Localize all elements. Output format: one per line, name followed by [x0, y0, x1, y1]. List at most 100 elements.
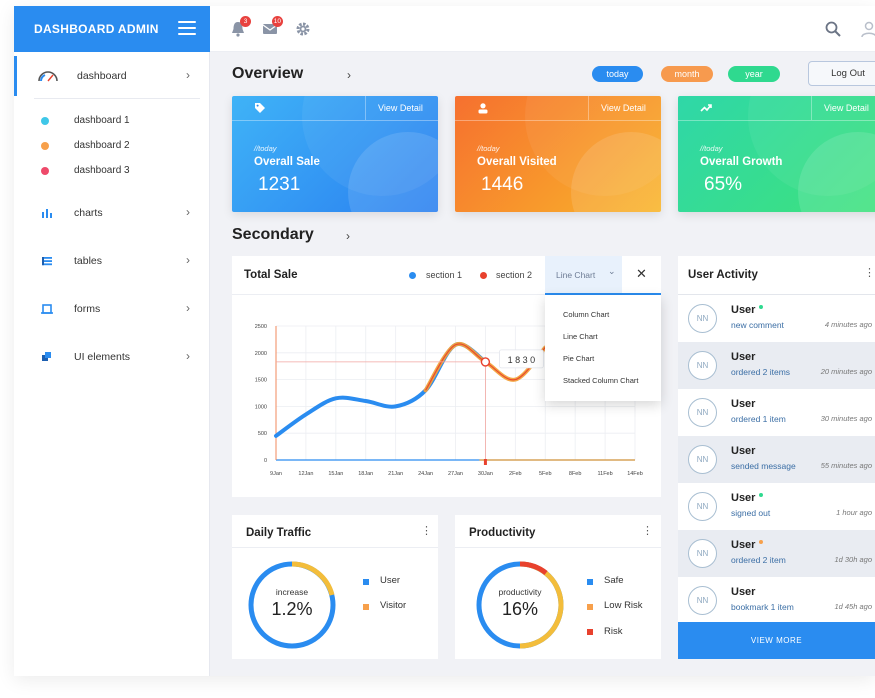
view-detail-link[interactable]: View Detail	[824, 103, 869, 113]
stat-name: Overall Sale	[254, 156, 320, 168]
chevron-right-icon: ›	[186, 349, 190, 363]
sidebar-subitem-dashboard-1[interactable]: dashboard 1	[14, 110, 210, 132]
legend-marker-user	[363, 579, 369, 585]
notifications-badge: 3	[240, 16, 251, 27]
donut-center-value: 1.2%	[271, 599, 313, 619]
y-tick-label: 1500	[255, 378, 267, 384]
legend-marker-safe	[587, 579, 593, 585]
stat-caption: //today	[477, 144, 500, 153]
dropdown-option-column-chart[interactable]: Column Chart	[563, 310, 610, 319]
dropdown-option-pie-chart[interactable]: Pie Chart	[563, 354, 595, 363]
sidebar-item-dashboard[interactable]: dashboard ›	[14, 56, 210, 96]
messages-envelope-icon[interactable]: 10	[261, 16, 283, 38]
stat-card-overall-growth[interactable]: View Detail //today Overall Growth 65%	[678, 96, 875, 212]
chevron-right-icon[interactable]: ›	[346, 229, 350, 243]
series-line-section-1	[274, 342, 488, 438]
status-dot-icon	[759, 493, 763, 497]
gear-icon[interactable]	[294, 20, 312, 38]
brand-bar: DASHBOARD ADMIN	[14, 6, 210, 52]
legend-label: Safe	[604, 575, 624, 586]
dropdown-option-line-chart[interactable]: Line Chart	[563, 332, 598, 341]
x-tick-label: 12Jan	[298, 471, 313, 477]
sidebar-item-label: charts	[74, 207, 103, 219]
y-tick-label: 0	[264, 458, 267, 464]
stat-card-overall-visited[interactable]: View Detail //today Overall Visited 1446	[455, 96, 661, 212]
overview-title: Overview	[232, 65, 304, 82]
sidebar-item-label: forms	[74, 303, 101, 315]
user-avatar-icon[interactable]	[860, 20, 875, 38]
sidebar: DASHBOARD ADMIN dashboard › dashboard 1 …	[14, 6, 210, 676]
activity-description: new comment	[731, 320, 784, 330]
status-dot-icon	[759, 540, 763, 544]
legend-marker-section-2	[480, 272, 487, 279]
avatar: NN	[688, 445, 717, 474]
notifications-bell-icon[interactable]: 3	[229, 16, 251, 38]
more-options-icon[interactable]: ⋮	[642, 525, 653, 537]
filter-year-pill[interactable]: year	[728, 66, 780, 82]
x-tick-label: 24Jan	[418, 471, 433, 477]
activity-item[interactable]: NN User ordered 2 item 1d 30h ago	[678, 530, 875, 577]
avatar: NN	[688, 398, 717, 427]
sidebar-item-charts[interactable]: charts ›	[14, 193, 210, 233]
user-icon	[478, 103, 488, 114]
sidebar-subitem-label: dashboard 1	[74, 115, 130, 126]
activity-user: User	[731, 586, 756, 598]
activity-description: bookmark 1 item	[731, 602, 794, 612]
sidebar-item-tables[interactable]: tables ›	[14, 241, 210, 281]
status-dot-icon	[759, 305, 763, 309]
dropdown-option-stacked-column-chart[interactable]: Stacked Column Chart	[563, 376, 639, 385]
legend-label: User	[380, 575, 401, 586]
secondary-title: Secondary	[232, 226, 314, 243]
y-tick-label: 2000	[255, 351, 267, 357]
activity-item[interactable]: NN User bookmark 1 item 1d 45h ago	[678, 577, 875, 624]
activity-description: signed out	[731, 508, 771, 518]
activity-user: User	[731, 492, 756, 504]
activity-user: User	[731, 304, 756, 316]
activity-time: 1d 30h ago	[834, 555, 872, 564]
activity-item[interactable]: NN User ordered 1 item 30 minutes ago	[678, 389, 875, 436]
view-more-button[interactable]: VIEW MORE	[678, 622, 875, 659]
filter-month-pill[interactable]: month	[661, 66, 713, 82]
sidebar-subitem-label: dashboard 2	[74, 140, 130, 151]
sidebar-item-label: tables	[74, 255, 103, 267]
chevron-down-icon: ⌄	[608, 266, 616, 276]
view-detail-link[interactable]: View Detail	[601, 103, 646, 113]
activity-item[interactable]: NN User signed out 1 hour ago	[678, 483, 875, 530]
sidebar-item-label: UI elements	[74, 351, 131, 363]
trend-up-icon	[700, 104, 712, 112]
view-detail-link[interactable]: View Detail	[378, 103, 423, 113]
stat-value: 65%	[704, 174, 743, 195]
activity-time: 55 minutes ago	[820, 461, 872, 470]
stat-card-overall-sale[interactable]: View Detail //today Overall Sale 1231	[232, 96, 438, 212]
more-options-icon[interactable]: ⋮	[421, 525, 432, 537]
activity-description: ordered 2 item	[731, 555, 786, 565]
chart-type-select[interactable]: Line Chart ⌄	[545, 256, 622, 294]
app-window: DASHBOARD ADMIN dashboard › dashboard 1 …	[14, 6, 875, 676]
sidebar-subitem-dashboard-3[interactable]: dashboard 3	[14, 160, 210, 182]
search-icon[interactable]	[824, 20, 842, 38]
donut-center-label: increase	[275, 587, 309, 597]
activity-description: sended message	[731, 461, 796, 471]
sidebar-item-forms[interactable]: forms ›	[14, 289, 210, 329]
more-options-icon[interactable]: ⋮	[864, 267, 875, 279]
chevron-right-icon[interactable]: ›	[347, 68, 351, 82]
topbar: 3 10	[210, 6, 875, 52]
activity-description: ordered 1 item	[731, 414, 786, 424]
hamburger-menu-icon[interactable]	[178, 21, 196, 35]
productivity-title: Productivity	[469, 527, 536, 539]
bar-chart-icon	[42, 209, 52, 218]
sidebar-item-label: dashboard	[77, 70, 127, 82]
sidebar-item-ui-elements[interactable]: UI elements ›	[14, 337, 210, 377]
close-icon[interactable]: ✕	[636, 266, 647, 281]
activity-item[interactable]: NN User ordered 2 items 20 minutes ago	[678, 342, 875, 389]
chart-type-dropdown: Column Chart Line Chart Pie Chart Stacke…	[545, 295, 661, 401]
logout-button[interactable]: Log Out	[808, 61, 875, 86]
donut-center-value: 16%	[501, 599, 539, 619]
filter-today-pill[interactable]: today	[592, 66, 643, 82]
avatar: NN	[688, 304, 717, 333]
chevron-right-icon: ›	[186, 68, 190, 82]
activity-item[interactable]: NN User sended message 55 minutes ago	[678, 436, 875, 483]
x-tick-label: 5Feb	[539, 471, 552, 477]
activity-item[interactable]: NN User new comment 4 minutes ago	[678, 295, 875, 342]
sidebar-subitem-dashboard-2[interactable]: dashboard 2	[14, 135, 210, 157]
